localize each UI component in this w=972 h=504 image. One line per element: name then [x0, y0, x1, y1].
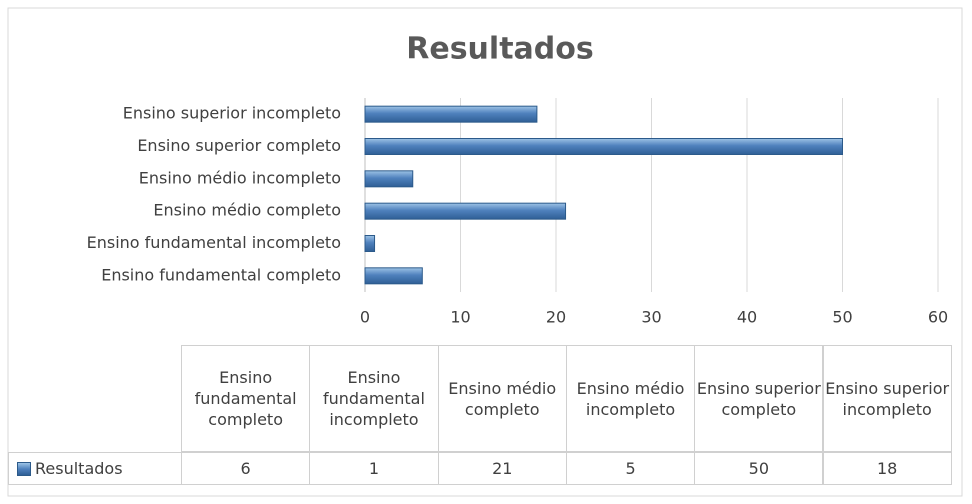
- table-header-text: Ensino superior incompleto: [825, 378, 950, 419]
- x-tick-label: 30: [641, 308, 661, 327]
- x-tick-label: 40: [737, 308, 757, 327]
- table-header-text: Ensino superior completo: [696, 378, 821, 419]
- y-tick-label: Ensino médio incompleto: [139, 168, 341, 187]
- table-header: Ensino superior completo: [694, 345, 824, 452]
- table-value: 50: [694, 452, 824, 485]
- chart-border: [7, 7, 963, 497]
- y-tick-label: Ensino superior incompleto: [123, 104, 341, 123]
- x-tick-label: 0: [360, 308, 370, 327]
- x-tick-label: 10: [450, 308, 470, 327]
- table-value-text: 50: [748, 459, 770, 478]
- table-header-text: Ensino médio completo: [448, 378, 557, 419]
- table-value: 21: [437, 452, 567, 485]
- bar: [364, 170, 414, 188]
- table-header: Ensino fundamental incompleto: [309, 345, 439, 452]
- table-header: Ensino médio incompleto: [565, 345, 696, 452]
- table-header-text: Ensino médio incompleto: [576, 378, 685, 419]
- table-header: Ensino médio completo: [437, 345, 567, 452]
- y-tick-label: Ensino fundamental incompleto: [87, 233, 341, 252]
- table-value: 6: [181, 452, 311, 485]
- table-legend: Resultados: [8, 452, 182, 485]
- table-value-text: 6: [240, 459, 251, 478]
- table-value: 18: [822, 452, 952, 485]
- bar: [364, 235, 376, 252]
- bar: [364, 202, 567, 220]
- bar: [364, 105, 538, 123]
- table-value-text: 5: [625, 459, 636, 478]
- table-legend-text: Resultados: [35, 459, 123, 478]
- table-value-text: 1: [368, 459, 380, 478]
- y-tick-label: Ensino fundamental completo: [101, 265, 341, 284]
- x-tick-label: 20: [546, 308, 566, 327]
- x-tick-label: 50: [832, 308, 852, 327]
- table-header: Ensino superior incompleto: [822, 345, 952, 452]
- table-header-text: Ensino fundamental completo: [194, 368, 297, 429]
- table-value: 1: [309, 452, 439, 485]
- chart-title: Resultados: [406, 32, 593, 67]
- legend-marker: [17, 461, 31, 476]
- table-value-text: 18: [876, 459, 898, 478]
- table-header-text: Ensino fundamental incompleto: [322, 368, 425, 429]
- table-value: 5: [565, 452, 696, 485]
- bar: [364, 267, 423, 285]
- bar: [364, 138, 843, 155]
- table-header: Ensino fundamental completo: [181, 345, 311, 452]
- table-value-text: 21: [492, 459, 513, 478]
- y-tick-label: Ensino médio completo: [153, 201, 341, 220]
- y-tick-label: Ensino superior completo: [137, 136, 341, 155]
- x-tick-label: 60: [928, 308, 948, 327]
